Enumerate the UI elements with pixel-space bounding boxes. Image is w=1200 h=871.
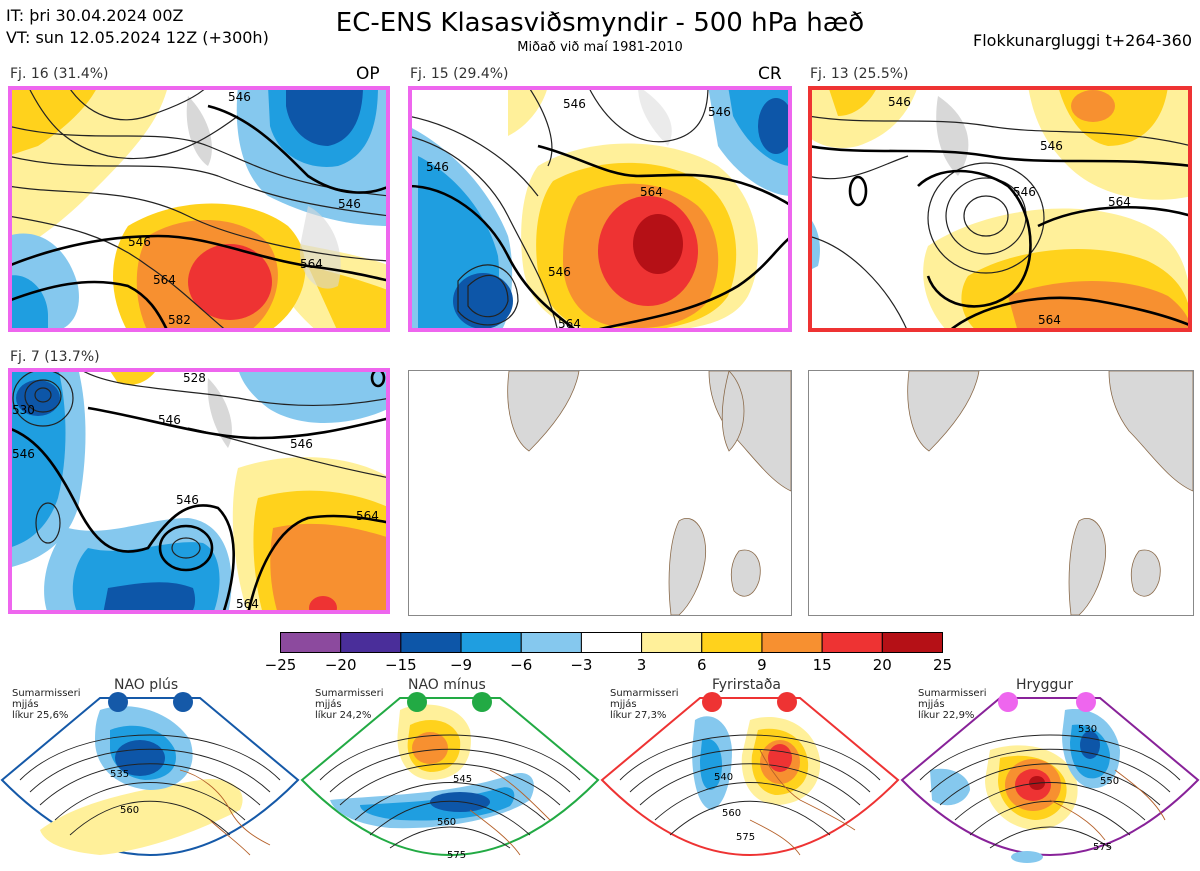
page-subtitle: Miðað við maí 1981-2010 xyxy=(517,40,683,55)
map-panel-empty-1 xyxy=(408,370,792,616)
contour-label: 564 xyxy=(356,509,379,523)
colorbar-tick-label: −3 xyxy=(570,656,593,674)
contour-label: 535 xyxy=(110,769,129,780)
panel-border xyxy=(8,86,390,332)
contour-label: 560 xyxy=(722,808,741,819)
it-line: IT: þri 30.04.2024 00Z xyxy=(6,6,184,25)
contour-label: 530 xyxy=(1078,724,1097,735)
contour-label: 564 xyxy=(640,185,663,199)
panel-1-label: Fj. 16 (31.4%) xyxy=(10,66,109,82)
map-panel-1: 546 546 564 582 546 564 xyxy=(8,86,390,332)
map-panel-2: 546 546 546 564 564 546 xyxy=(408,86,792,332)
panel-1-tag: OP xyxy=(356,64,380,84)
contour-label: 546 xyxy=(338,197,361,211)
regime-info: Sumarmisseri mjjás líkur 22,9% xyxy=(918,688,987,721)
regime-name: NAO plús xyxy=(114,677,179,693)
contour-label: 546 xyxy=(158,413,181,427)
colorbar-tick-label: 9 xyxy=(757,656,767,674)
contour-label: 575 xyxy=(447,850,466,861)
colorbar-cell xyxy=(280,632,342,653)
contour-label: 545 xyxy=(453,774,472,785)
panel-3-label: Fj. 13 (25.5%) xyxy=(810,66,909,82)
contour-label: 564 xyxy=(1038,313,1061,327)
contour-label: 546 xyxy=(228,90,251,104)
regime-name: Hryggur xyxy=(1016,677,1073,693)
regime-blocking: 540 560 575 Sumarmisseri mjjás líkur 27,3%… xyxy=(600,677,900,871)
colorbar-tick-label: −20 xyxy=(324,656,357,674)
contour-label: 560 xyxy=(120,805,139,816)
colorbar-tick-label: −6 xyxy=(510,656,533,674)
colorbar-cell xyxy=(761,632,823,653)
contour-label: 546 xyxy=(563,97,586,111)
colorbar-cell xyxy=(520,632,582,653)
panel-border xyxy=(408,86,792,332)
contour-label: 582 xyxy=(168,313,191,327)
colorbar-cell xyxy=(340,632,402,653)
contour-label: 546 xyxy=(888,95,911,109)
regime-name: Fyrirstaða xyxy=(712,677,781,693)
contour-label: 575 xyxy=(1093,842,1112,853)
colorbar-cell xyxy=(881,632,944,653)
contour-label: 530 xyxy=(12,403,35,417)
contour-label: 546 xyxy=(548,265,571,279)
contour-label: 550 xyxy=(1100,776,1119,787)
regime-nao-minus: 545 560 575 Sumarmisseri mjjás líkur 24,2%… xyxy=(300,677,600,871)
colorbar-cell xyxy=(580,632,643,653)
contour-label: 564 xyxy=(300,257,323,271)
regime-nao-plus: 535 560 Sumarmisseri mjjás líkur 25,6% NAO… xyxy=(0,677,300,871)
colorbar-tick-label: 15 xyxy=(812,656,832,674)
map-panel-4: 528 546 546 546 564 530 546 564 xyxy=(8,368,390,614)
colorbar-tick-label: 25 xyxy=(932,656,953,674)
colorbar xyxy=(280,632,944,653)
contour-label: 560 xyxy=(437,817,456,828)
colorbar-tick-label: −9 xyxy=(449,656,473,674)
colorbar-cell xyxy=(641,632,703,653)
contour-label: 546 xyxy=(1040,139,1063,153)
colorbar-tick-label: 20 xyxy=(872,656,892,674)
colorbar-tick-label: 6 xyxy=(696,656,707,674)
header-info: IT: þri 30.04.2024 00Z VT: sun 12.05.202… xyxy=(6,5,269,49)
colorbar-cell xyxy=(821,632,883,653)
regime-info: Sumarmisseri mjjás líkur 24,2% xyxy=(315,688,384,721)
colorbar-cell xyxy=(400,632,462,653)
contour-label: 546 xyxy=(1013,185,1036,199)
contour-label: 564 xyxy=(1108,195,1131,209)
map-panel-3: 546 546 546 564 564 xyxy=(808,86,1192,332)
panel-border xyxy=(808,86,1192,332)
colorbar-cell xyxy=(460,632,522,653)
contour-label: 546 xyxy=(708,105,731,119)
contour-label: 546 xyxy=(290,437,313,451)
panel-border xyxy=(8,368,390,614)
colorbar-tick-label: 3 xyxy=(636,656,647,674)
contour-label: 540 xyxy=(714,772,733,783)
panel-2-tag: CR xyxy=(758,64,782,84)
contour-label: 528 xyxy=(183,371,206,385)
colorbar-cell xyxy=(701,632,763,653)
vt-line: VT: sun 12.05.2024 12Z (+300h) xyxy=(6,28,269,47)
contour-label: 546 xyxy=(426,160,449,174)
colorbar-tick-label: −25 xyxy=(264,656,297,674)
contour-label: 546 xyxy=(12,447,35,461)
contour-label: 546 xyxy=(128,235,151,249)
panel-4-label: Fj. 7 (13.7%) xyxy=(10,349,100,365)
contour-label: 546 xyxy=(176,493,199,507)
page-title: EC-ENS Klasasviðsmyndir - 500 hPa hæð xyxy=(335,8,865,38)
contour-label: 575 xyxy=(736,832,755,843)
regime-info: Sumarmisseri mjjás líkur 27,3% xyxy=(610,688,679,721)
regime-ridge: 530 550 575 Sumarmisseri mjjás líkur 22,9%… xyxy=(900,677,1200,871)
contour-label: 564 xyxy=(153,273,176,287)
contour-label: 564 xyxy=(236,597,259,611)
colorbar-tick-label: −15 xyxy=(385,656,417,674)
regime-name: NAO mínus xyxy=(408,677,486,693)
window-label: Flokkunargluggi t+264-360 xyxy=(973,31,1192,50)
panel-2-label: Fj. 15 (29.4%) xyxy=(410,66,509,82)
regime-info: Sumarmisseri mjjás líkur 25,6% xyxy=(12,688,81,721)
contour-label: 564 xyxy=(558,317,581,331)
map-panel-empty-2 xyxy=(808,370,1194,616)
